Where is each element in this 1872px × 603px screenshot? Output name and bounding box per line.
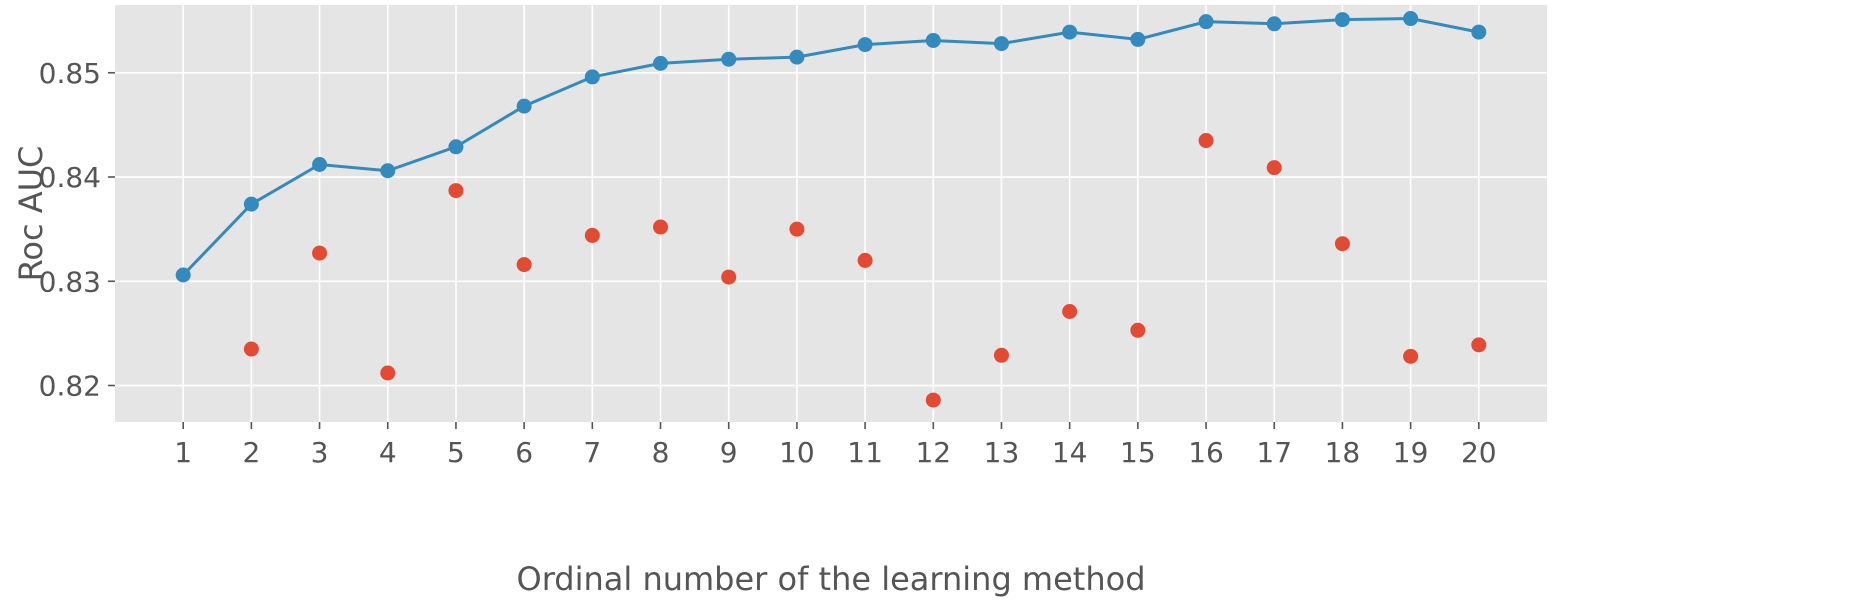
scatter-point	[925, 392, 941, 408]
x-tick-label: 18	[1325, 436, 1361, 469]
scatter-point	[1198, 133, 1214, 149]
x-tick-label: 1	[174, 436, 192, 469]
scatter-point	[1130, 322, 1146, 338]
line-point	[1403, 11, 1419, 27]
line-point	[1471, 24, 1487, 40]
x-tick-label: 12	[915, 436, 951, 469]
y-axis-label: Roc AUC	[12, 146, 50, 282]
x-tick-label: 4	[379, 436, 397, 469]
x-tick-label: 19	[1393, 436, 1429, 469]
line-point	[1198, 14, 1214, 30]
scatter-point	[1403, 348, 1419, 364]
scatter-point	[721, 269, 737, 285]
scatter-point	[789, 221, 805, 237]
x-tick-label: 20	[1461, 436, 1497, 469]
line-point	[1062, 24, 1078, 40]
scatter-point	[993, 347, 1009, 363]
scatter-point	[1471, 337, 1487, 353]
scatter-point	[516, 257, 532, 273]
grid-lines	[115, 5, 1547, 422]
line-point	[584, 69, 600, 85]
line-point	[243, 196, 259, 212]
x-axis-label: Ordinal number of the learning method	[517, 560, 1146, 598]
line-point	[380, 163, 396, 179]
line-point	[857, 37, 873, 53]
line-point	[175, 267, 191, 283]
plot-background	[115, 5, 1547, 422]
line-point	[516, 98, 532, 114]
scatter-point	[1266, 160, 1282, 176]
x-tick-label: 2	[242, 436, 260, 469]
y-tick-label: 0.82	[39, 370, 101, 403]
x-tick-label: 17	[1256, 436, 1292, 469]
x-tick-label: 3	[311, 436, 329, 469]
x-tick-label: 14	[1052, 436, 1088, 469]
scatter-series	[243, 133, 1487, 408]
x-tick-label: 15	[1120, 436, 1156, 469]
scatter-point	[380, 365, 396, 381]
line-point	[993, 36, 1009, 52]
x-tick-label: 9	[720, 436, 738, 469]
scatter-point	[448, 183, 464, 199]
line-series	[175, 11, 1487, 283]
scatter-point	[857, 252, 873, 268]
line-point	[448, 139, 464, 155]
y-tick-label: 0.84	[39, 161, 101, 194]
scatter-point	[1062, 303, 1078, 319]
x-axis-ticks: 1 2 3 4 5 6 7 8 9 10 11 12 13 14 15 16 17 18 19 20	[174, 422, 1497, 469]
x-tick-label: 16	[1188, 436, 1224, 469]
series-line	[182, 17, 1480, 277]
x-tick-label: 5	[447, 436, 465, 469]
scatter-point	[653, 219, 669, 235]
scatter-point	[584, 227, 600, 243]
x-tick-label: 13	[984, 436, 1020, 469]
y-tick-label: 0.85	[39, 57, 101, 90]
scatter-point	[243, 341, 259, 357]
x-tick-label: 10	[779, 436, 815, 469]
line-point	[1266, 16, 1282, 32]
x-tick-label: 7	[583, 436, 601, 469]
x-tick-label: 11	[847, 436, 883, 469]
y-tick-label: 0.83	[39, 265, 101, 298]
line-point	[1130, 31, 1146, 47]
line-point	[721, 51, 737, 67]
scatter-point	[1334, 236, 1350, 252]
line-point	[789, 49, 805, 65]
x-tick-label: 8	[652, 436, 670, 469]
line-point	[653, 55, 669, 71]
x-tick-label: 6	[515, 436, 533, 469]
line-point	[925, 32, 941, 48]
scatter-point	[312, 245, 328, 261]
line-point	[1334, 12, 1350, 28]
line-point	[312, 157, 328, 173]
y-axis-ticks: 0.82 0.83 0.84 0.85	[39, 57, 115, 403]
series-layer	[175, 11, 1487, 408]
